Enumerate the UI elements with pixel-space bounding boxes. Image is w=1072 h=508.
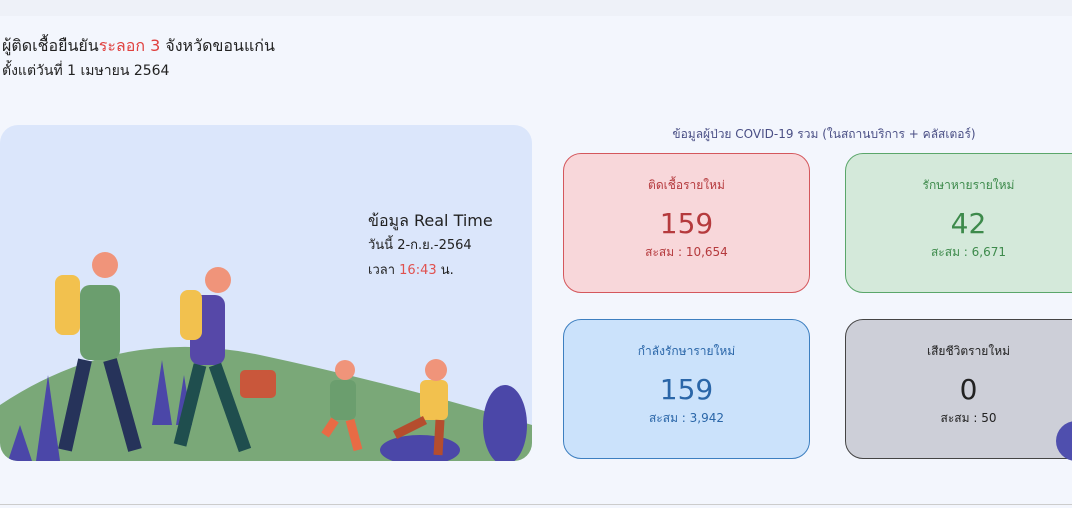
card-total: สะสม : 50	[940, 411, 997, 425]
stat-card-new-infections: ติดเชื้อรายใหม่ 159 สะสม : 10,654	[563, 153, 810, 293]
time-suffix: น.	[436, 263, 454, 278]
title-highlight: ระลอก 3	[98, 36, 161, 55]
card-total: สะสม : 3,942	[648, 411, 725, 425]
hero-illustration-card	[0, 125, 532, 461]
hiking-family-illustration	[0, 252, 532, 461]
realtime-time-row: เวลา 16:43 น.	[368, 258, 493, 283]
page-title: ผู้ติดเชื้อยืนยันระลอก 3 จังหวัดขอนแก่น	[2, 34, 275, 59]
card-value: 0	[959, 373, 978, 406]
realtime-heading: ข้อมูล Real Time	[368, 211, 493, 230]
time-prefix: เวลา	[368, 263, 400, 278]
card-value: 159	[659, 373, 714, 406]
card-value: 42	[950, 207, 987, 240]
card-total: สะสม : 10,654	[645, 245, 728, 259]
page-subtitle: ตั้งแต่วันที่ 1 เมษายน 2564	[2, 63, 170, 79]
chat-bubble-button[interactable]	[1056, 421, 1072, 461]
stat-card-recovered: รักษาหายรายใหม่ 42 สะสม : 6,671	[845, 153, 1072, 293]
divider	[0, 504, 1072, 505]
title-prefix: ผู้ติดเชื้อยืนยัน	[2, 36, 99, 55]
stat-card-deaths: เสียชีวิตรายใหม่ 0 สะสม : 50	[845, 319, 1072, 459]
title-suffix: จังหวัดขอนแก่น	[160, 36, 275, 55]
card-label: รักษาหายรายใหม่	[922, 178, 1015, 192]
section-title: ข้อมูลผู้ป่วย COVID-19 รวม (ในสถานบริการ…	[672, 127, 976, 141]
card-label: กำลังรักษารายใหม่	[637, 344, 736, 358]
top-bar	[0, 0, 1072, 16]
card-value: 159	[659, 207, 714, 240]
card-total: สะสม : 6,671	[930, 245, 1007, 259]
stat-card-in-treatment: กำลังรักษารายใหม่ 159 สะสม : 3,942	[563, 319, 810, 459]
card-label: ติดเชื้อรายใหม่	[648, 178, 725, 192]
realtime-date: วันนี้ 2-ก.ย.-2564	[368, 238, 472, 253]
card-label: เสียชีวิตรายใหม่	[926, 344, 1011, 358]
realtime-time: 16:43	[399, 263, 437, 278]
realtime-info: ข้อมูล Real Time วันนี้ 2-ก.ย.-2564 เวลา…	[368, 208, 493, 283]
